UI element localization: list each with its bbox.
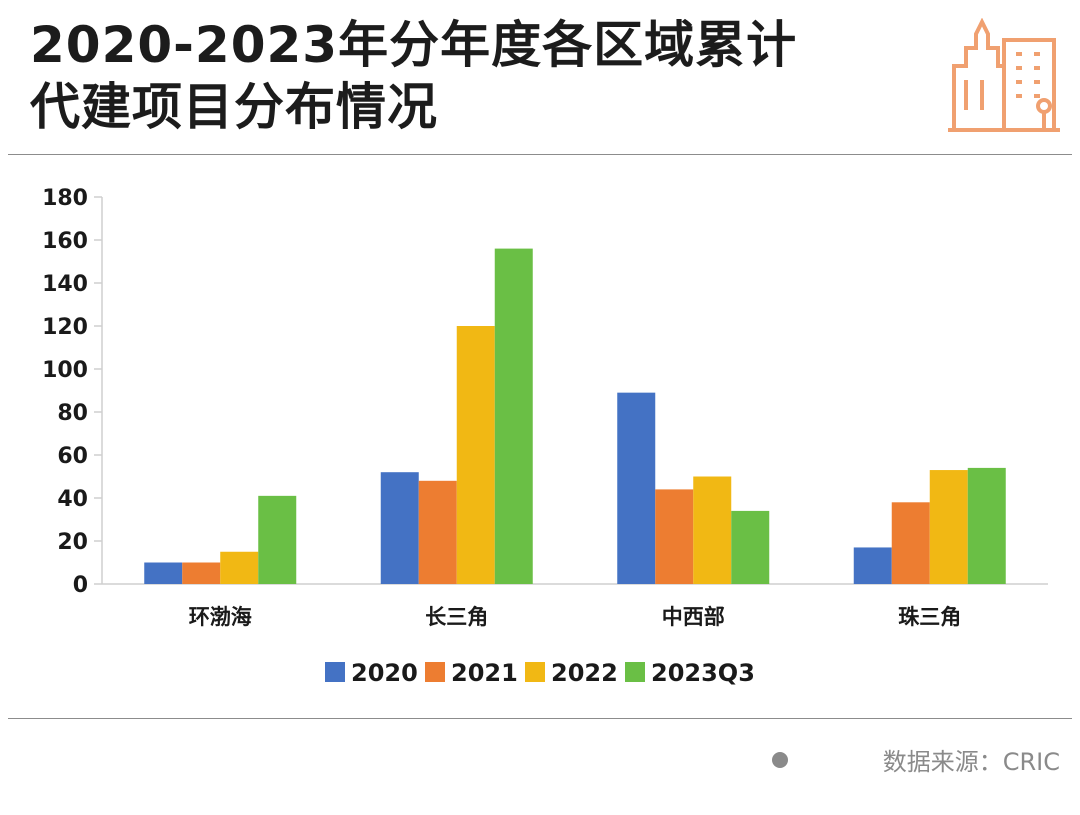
title-line-2: 代建项目分布情况 [30, 78, 438, 136]
legend-label-2021: 2021 [451, 659, 518, 687]
legend-swatch-2023Q3 [625, 662, 645, 682]
legend-label-2022: 2022 [551, 659, 618, 687]
bar-2021-1 [418, 480, 457, 584]
y-tick-label: 80 [57, 401, 88, 426]
bar-2023Q3-2 [731, 510, 770, 584]
bar-2020-3 [853, 547, 892, 584]
title-line-1: 2020-2023年分年度各区域累计 [30, 16, 798, 74]
bar-2023Q3-0 [258, 495, 297, 584]
y-tick-label: 60 [57, 444, 88, 469]
y-tick-label: 100 [42, 358, 88, 383]
bar-2020-0 [144, 562, 183, 584]
legend-swatch-2022 [525, 662, 545, 682]
legend-swatch-2020 [325, 662, 345, 682]
bar-2020-2 [617, 392, 656, 584]
y-tick-label: 0 [73, 573, 88, 598]
x-tick-label: 环渤海 [189, 605, 252, 629]
bar-2020-1 [380, 472, 419, 584]
top-divider [8, 154, 1072, 155]
bar-2022-2 [693, 476, 732, 584]
y-tick-label: 120 [42, 315, 88, 340]
y-tick-label: 160 [42, 229, 88, 254]
data-source: 数据来源：CRIC [882, 748, 1060, 776]
bar-2021-2 [655, 489, 694, 584]
x-tick-label: 珠三角 [898, 605, 961, 629]
bottom-divider [8, 718, 1072, 719]
y-tick-label: 20 [57, 530, 88, 555]
source-bullet [772, 752, 788, 768]
city-buildings-icon [948, 18, 1060, 132]
y-tick-label: 140 [42, 272, 88, 297]
legend-label-2020: 2020 [351, 659, 418, 687]
x-tick-label: 中西部 [662, 605, 725, 629]
bar-2023Q3-1 [494, 248, 533, 584]
bar-2021-3 [891, 502, 930, 584]
y-tick-label: 180 [42, 186, 88, 211]
legend-swatch-2021 [425, 662, 445, 682]
y-tick-label: 40 [57, 487, 88, 512]
bar-2022-1 [456, 326, 495, 584]
bar-2022-3 [929, 470, 968, 584]
x-tick-label: 长三角 [425, 605, 488, 629]
legend-label-2023Q3: 2023Q3 [651, 659, 755, 687]
bar-2022-0 [220, 551, 259, 584]
page-title: 2020-2023年分年度各区域累计 代建项目分布情况 [30, 14, 910, 138]
bar-2023Q3-3 [967, 467, 1006, 584]
bar-2021-0 [182, 562, 221, 584]
